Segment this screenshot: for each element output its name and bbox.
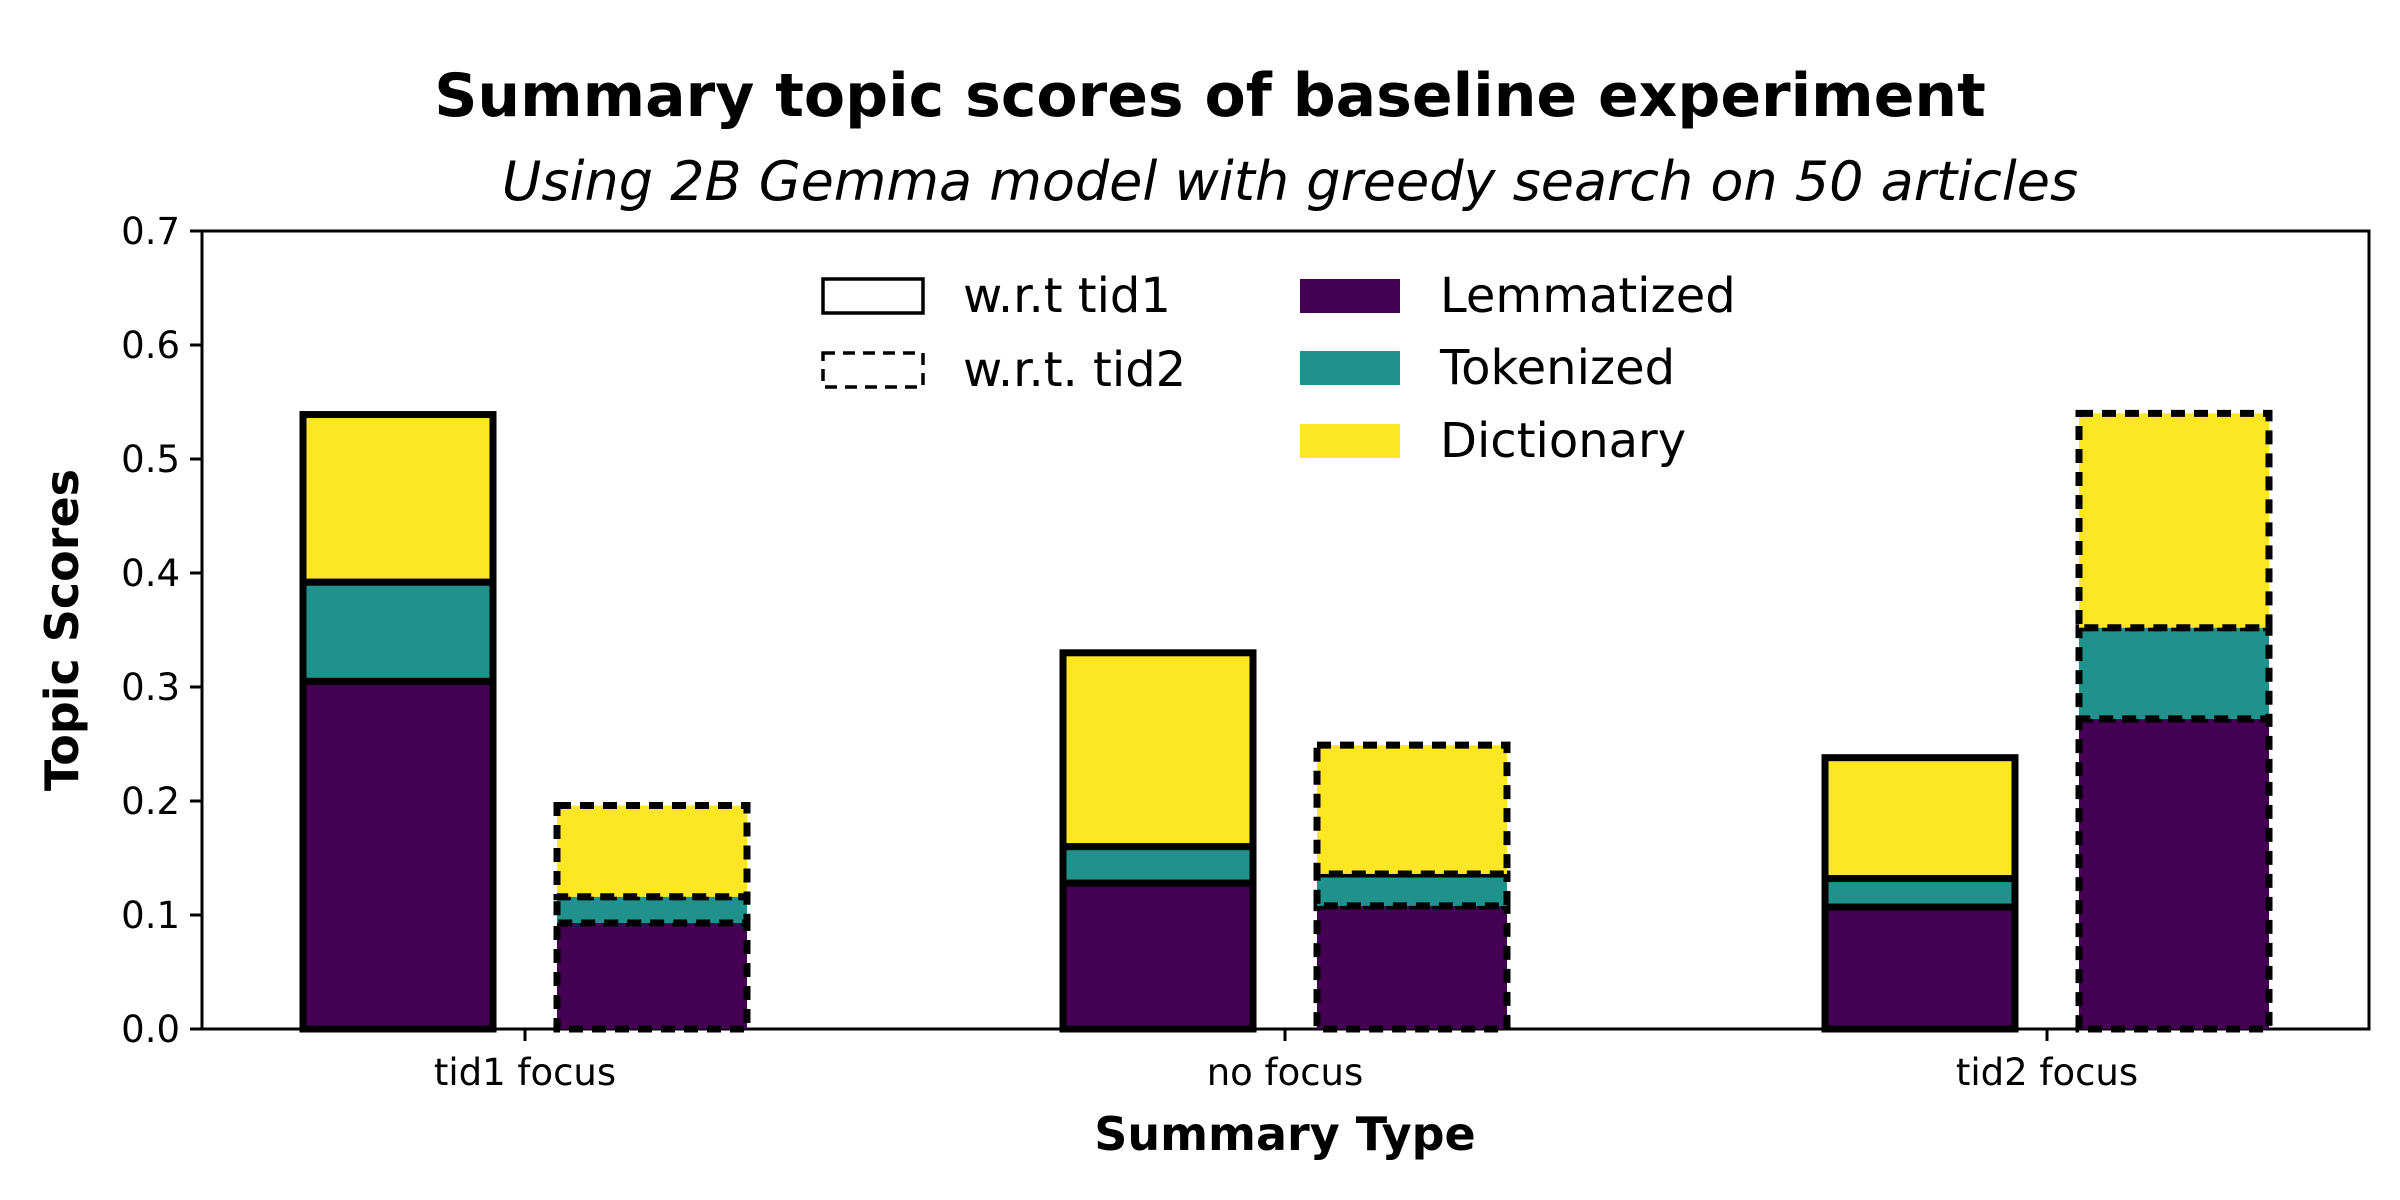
bar-segment-lemmatized	[553, 919, 751, 1033]
bar-segment-tokenized	[1059, 843, 1257, 887]
legend: w.r.t tid1 w.r.t. tid2 Lemmatized Tokeni…	[821, 268, 1736, 469]
legend-label-tokenized: Tokenized	[1439, 340, 1675, 396]
x-axis-label: Summary Type	[1094, 1107, 1476, 1161]
bar-segment-lemmatized	[1059, 879, 1257, 1033]
x-tick-label: tid1 focus	[434, 1051, 616, 1094]
legend-swatch-solid	[821, 277, 925, 315]
legend-swatch-tokenized	[1300, 351, 1400, 385]
y-tick-label: 0.7	[121, 210, 180, 253]
y-tick-label: 0.5	[121, 438, 180, 481]
y-tick-label: 0.4	[121, 552, 180, 595]
bar-segment-dictionary	[1059, 649, 1257, 851]
bar-segment-tokenized	[299, 578, 497, 685]
bar-segment-tokenized	[2075, 624, 2273, 723]
legend-label-solid: w.r.t tid1	[963, 268, 1171, 324]
y-tick-label: 0.6	[121, 324, 180, 367]
y-tick-label: 0.3	[121, 666, 180, 709]
bar-segment-lemmatized	[1313, 902, 1511, 1033]
plot-area	[200, 229, 2371, 1031]
chart-subtitle: Using 2B Gemma model with greedy search …	[502, 150, 2078, 213]
y-axis: 0.0 0.1 0.2 0.3 0.4 0.5 0.6 0.7	[121, 210, 202, 1051]
bar-segment-lemmatized	[299, 677, 497, 1033]
legend-swatch-dashed	[821, 351, 925, 389]
bar-segment-dictionary	[553, 802, 751, 901]
legend-swatch-lemmatized	[1300, 279, 1400, 313]
x-tick-label: no focus	[1207, 1051, 1364, 1094]
bar-segment-tokenized	[1313, 870, 1511, 910]
legend-label-dashed: w.r.t. tid2	[963, 342, 1186, 398]
bar-segment-dictionary	[299, 411, 497, 586]
x-axis: tid1 focus no focus tid2 focus	[434, 1029, 2138, 1094]
chart-title: Summary topic scores of baseline experim…	[434, 61, 1986, 131]
y-axis-label: Topic Scores	[35, 469, 89, 791]
bar-segment-dictionary	[1313, 741, 1511, 878]
legend-swatch-dictionary	[1300, 424, 1400, 458]
bar-segment-dictionary	[2075, 409, 2273, 632]
legend-label-dictionary: Dictionary	[1440, 413, 1686, 469]
x-tick-label: tid2 focus	[1956, 1051, 2138, 1094]
y-tick-label: 0.0	[121, 1008, 180, 1051]
y-tick-label: 0.1	[121, 894, 180, 937]
y-tick-label: 0.2	[121, 780, 180, 823]
bar-segment-lemmatized	[2075, 715, 2273, 1033]
bar-segment-lemmatized	[1821, 903, 2019, 1033]
bar-segment-tokenized	[1821, 875, 2019, 911]
legend-label-lemmatized: Lemmatized	[1440, 268, 1736, 324]
bars-layer	[299, 409, 2273, 1033]
bar-segment-tokenized	[553, 893, 751, 927]
bar-segment-dictionary	[1821, 754, 2019, 883]
